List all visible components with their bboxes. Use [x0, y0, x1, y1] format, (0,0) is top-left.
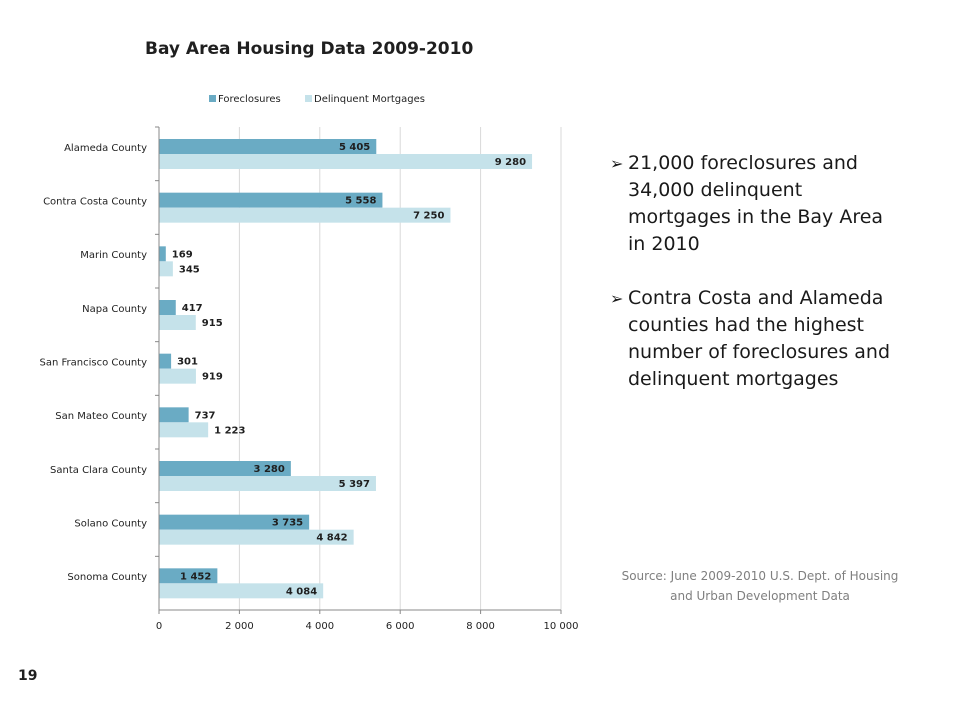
- legend-swatch-delinquent: [305, 95, 312, 102]
- foreclosure-bar: [159, 300, 176, 315]
- legend-label: Foreclosures: [218, 94, 281, 105]
- delinquent-bar: [159, 261, 173, 277]
- delinquent-bar: [159, 422, 209, 438]
- legend-swatch-foreclosures: [209, 95, 216, 102]
- data-label: 169: [172, 249, 193, 260]
- data-label: 345: [179, 264, 200, 275]
- page-number: 19: [18, 668, 38, 684]
- delinquent-bar: [159, 368, 196, 384]
- data-label: 7 250: [413, 211, 444, 222]
- x-tick-label: 6 000: [386, 621, 415, 632]
- category-label: Solano County: [74, 519, 147, 530]
- data-label: 737: [195, 410, 216, 421]
- data-label: 5 397: [339, 479, 370, 490]
- bullet-text: Contra Costa and Alameda counties had th…: [628, 287, 891, 390]
- foreclosure-bar: [159, 139, 377, 154]
- bullet-item: ➢ Contra Costa and Alameda counties had …: [604, 285, 904, 393]
- foreclosure-bar: [159, 568, 218, 584]
- category-label: Marin County: [80, 250, 147, 261]
- category-label: Santa Clara County: [50, 465, 147, 476]
- x-tick-label: 8 000: [466, 621, 495, 632]
- data-label: 4 084: [286, 586, 317, 597]
- delinquent-bar: [159, 154, 533, 169]
- x-tick-label: 4 000: [305, 621, 334, 632]
- delinquent-bar: [159, 529, 354, 545]
- category-label: Napa County: [82, 304, 147, 315]
- data-label: 919: [202, 372, 223, 383]
- arrow-bullet-icon: ➢: [610, 154, 624, 173]
- bullet-text: 21,000 foreclosures and 34,000 delinquen…: [628, 152, 884, 255]
- source-note: Source: June 2009-2010 U.S. Dept. of Hou…: [621, 569, 899, 603]
- category-label: San Mateo County: [55, 411, 147, 422]
- axes: Alameda County Contra Costa County Marin C…: [40, 126, 579, 632]
- category-label: San Francisco County: [40, 358, 148, 369]
- data-label: 3 735: [272, 518, 303, 529]
- legend-label: Delinquent Mortgages: [314, 94, 425, 105]
- foreclosure-bar: [159, 407, 189, 423]
- x-tick-label: 10 000: [544, 621, 579, 632]
- legend: Foreclosures Delinquent Mortgages: [209, 94, 425, 105]
- delinquent-bar: [159, 583, 324, 599]
- category-label: Alameda County: [64, 143, 147, 154]
- category-label: Contra Costa County: [43, 197, 147, 208]
- chart: Bay Area Housing Data 2009-2010 Foreclos…: [40, 39, 579, 632]
- x-tick-label: 0: [156, 621, 162, 632]
- foreclosure-bar: [159, 461, 291, 476]
- delinquent-bar: [159, 315, 196, 330]
- chart-title: Bay Area Housing Data 2009-2010: [145, 39, 473, 59]
- data-label: 4 842: [316, 533, 347, 544]
- category-label: Sonoma County: [67, 572, 147, 583]
- bullet-list: ➢ 21,000 foreclosures and 34,000 delinqu…: [604, 150, 904, 420]
- arrow-bullet-icon: ➢: [610, 289, 624, 308]
- data-label: 3 280: [254, 464, 285, 475]
- data-label: 1 223: [214, 425, 245, 436]
- data-label: 417: [182, 303, 203, 314]
- foreclosure-bar: [159, 514, 310, 530]
- bars: 5 405 9 280 5 558 7 250 169 345 417 915 301 919 73…: [159, 139, 533, 599]
- bullet-item: ➢ 21,000 foreclosures and 34,000 delinqu…: [604, 150, 904, 258]
- data-label: 301: [177, 357, 198, 368]
- data-label: 915: [202, 318, 223, 329]
- foreclosure-bar: [159, 353, 172, 369]
- data-label: 9 280: [495, 157, 526, 168]
- data-label: 1 452: [180, 571, 211, 582]
- x-tick-label: 2 000: [225, 621, 254, 632]
- data-label: 5 558: [345, 196, 376, 207]
- foreclosure-bar: [159, 246, 166, 262]
- data-label: 5 405: [339, 142, 370, 153]
- delinquent-bar: [159, 476, 376, 491]
- foreclosure-bar: [159, 192, 383, 208]
- delinquent-bar: [159, 207, 451, 223]
